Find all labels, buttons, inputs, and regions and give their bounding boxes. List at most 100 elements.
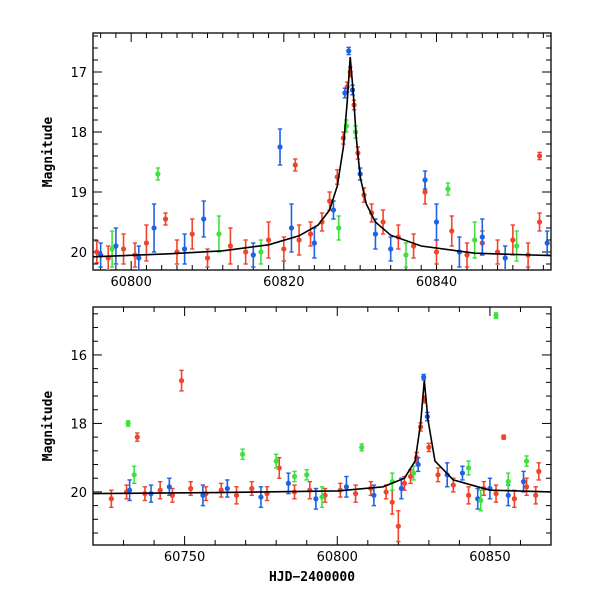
data-point <box>421 374 427 380</box>
data-point <box>395 523 401 529</box>
data-point <box>505 492 511 498</box>
data-point <box>403 252 409 258</box>
data-point <box>291 473 298 480</box>
data-point <box>113 243 119 249</box>
data-point <box>288 225 295 231</box>
data-point <box>388 246 394 252</box>
data-point <box>336 225 342 231</box>
green-series <box>125 312 530 512</box>
data-point <box>108 496 114 502</box>
data-point <box>125 420 131 427</box>
data-point <box>143 240 150 246</box>
data-point <box>523 484 530 490</box>
data-point <box>311 240 317 246</box>
data-point <box>204 255 211 261</box>
data-point <box>449 228 455 234</box>
data-point <box>218 487 224 493</box>
data-point <box>380 219 386 225</box>
data-point <box>435 472 441 478</box>
data-point <box>151 225 157 231</box>
data-point <box>372 231 379 237</box>
data-point <box>502 255 508 261</box>
data-point <box>319 494 325 500</box>
model-curve <box>93 380 551 495</box>
y-tick-label: 20 <box>70 486 87 501</box>
data-point <box>411 470 417 476</box>
data-point <box>94 249 100 255</box>
data-point <box>155 171 161 177</box>
data-point <box>343 484 350 490</box>
data-point <box>514 243 520 249</box>
data-point <box>201 216 207 222</box>
data-point <box>422 189 428 195</box>
data-point <box>120 246 127 252</box>
data-point <box>131 472 137 478</box>
data-point <box>169 492 175 498</box>
data-point <box>233 492 240 498</box>
data-point <box>188 485 194 492</box>
data-point <box>189 231 195 237</box>
data-point <box>465 465 472 471</box>
data-point <box>433 249 440 255</box>
data-point <box>277 144 283 150</box>
plot-area <box>93 46 551 270</box>
x-axis-label: HJD−2400000 <box>269 570 355 585</box>
data-point <box>398 485 404 492</box>
plot-area <box>93 312 551 543</box>
data-point <box>240 451 246 457</box>
x-tick-label: 60850 <box>469 550 510 565</box>
data-point <box>136 255 142 261</box>
data-point <box>411 243 417 249</box>
model-curve <box>93 56 551 258</box>
x-tick-label: 60800 <box>317 550 358 565</box>
data-point <box>352 491 359 497</box>
plot-frame <box>92 306 552 546</box>
y-axis-label: Magnitude <box>41 117 56 188</box>
data-point <box>166 484 172 490</box>
data-point <box>523 458 530 464</box>
data-point <box>511 496 517 502</box>
data-point <box>276 465 282 471</box>
data-point <box>200 492 206 498</box>
data-point <box>472 237 478 243</box>
data-point <box>401 480 408 486</box>
data-point <box>371 492 377 498</box>
y-tick-label: 18 <box>70 417 87 432</box>
data-point <box>501 434 507 440</box>
data-point <box>493 312 499 319</box>
data-point <box>281 246 287 252</box>
top-light-curve-panel: 60800 60820 60840 17 18 19 20 Magnitude <box>41 32 552 290</box>
data-point <box>533 492 539 498</box>
data-point <box>536 468 542 474</box>
data-point <box>465 492 472 498</box>
data-point <box>243 249 249 255</box>
data-point <box>536 153 543 159</box>
y-tick-label: 16 <box>70 349 87 364</box>
data-point <box>493 491 499 497</box>
data-point <box>346 48 352 54</box>
data-point <box>407 473 414 480</box>
data-point <box>224 485 230 492</box>
data-point <box>134 434 140 440</box>
data-point <box>265 237 272 243</box>
blue-series <box>98 46 550 270</box>
data-point <box>330 207 337 213</box>
data-point <box>422 177 428 183</box>
data-point <box>127 487 133 493</box>
x-tick-label: 60820 <box>263 275 304 290</box>
y-tick-label: 19 <box>70 186 87 201</box>
data-point <box>433 219 440 225</box>
data-point <box>415 461 421 468</box>
data-point <box>292 162 298 168</box>
data-point <box>544 240 550 246</box>
plot-frame <box>92 32 552 271</box>
data-point <box>157 487 163 493</box>
y-tick-label: 18 <box>70 126 87 141</box>
data-point <box>464 252 470 258</box>
data-point <box>389 499 395 505</box>
data-point <box>536 219 543 225</box>
bottom-light-curve-panel: 60750 60800 60850 16 18 20 Magnitude HJD−240000… <box>41 306 552 585</box>
green-series <box>109 119 520 268</box>
data-point <box>285 480 292 486</box>
